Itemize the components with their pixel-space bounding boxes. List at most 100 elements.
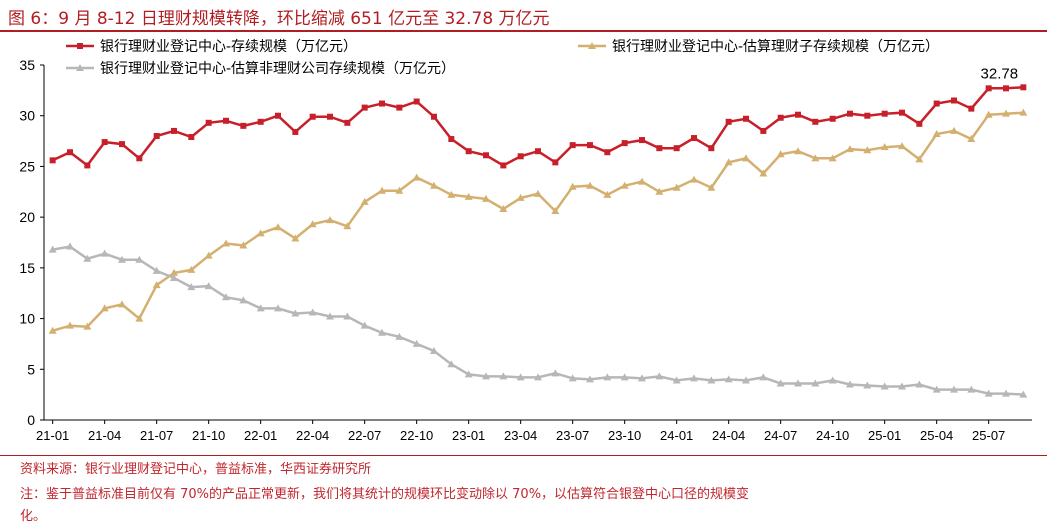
data-point-series-1 (49, 157, 56, 164)
data-point-series-2 (430, 181, 438, 189)
y-tick-label: 20 (19, 209, 35, 225)
data-point-series-1 (552, 159, 559, 166)
data-point-series-1 (725, 118, 732, 125)
y-tick-label: 30 (19, 108, 35, 124)
data-point-series-1 (84, 162, 91, 169)
data-point-series-3 (846, 380, 854, 388)
x-tick-label: 21-04 (88, 428, 121, 443)
x-tick-label: 25-07 (972, 428, 1005, 443)
data-point-series-1 (673, 145, 680, 152)
data-point-series-1 (361, 104, 368, 111)
data-point-series-2 (915, 155, 924, 163)
legend-label: 银行理财业登记中心-估算理财子存续规模（万亿元） (612, 38, 939, 55)
data-point-series-2 (638, 177, 646, 185)
data-point-series-2 (447, 190, 456, 198)
data-point-series-2 (603, 190, 612, 198)
data-point-series-2 (932, 129, 941, 137)
x-tick-label: 24-10 (816, 428, 849, 443)
data-point-series-3 (100, 249, 109, 257)
data-point-series-3 (187, 283, 196, 291)
data-point-series-3 (256, 304, 265, 312)
y-tick-label: 25 (19, 158, 35, 174)
source-text: 资料来源：银行业理财登记中心，普益标准，华西证券研究所 (20, 462, 372, 477)
data-point-series-2 (707, 183, 716, 191)
legend-label: 银行理财业登记中心-存续规模（万亿元） (100, 38, 357, 55)
data-point-series-2 (655, 187, 664, 195)
data-point-series-1 (240, 122, 247, 129)
data-point-series-2 (170, 268, 178, 276)
data-point-series-1 (777, 114, 784, 121)
data-point-series-2 (880, 143, 889, 151)
data-point-series-2 (152, 281, 161, 289)
data-point-series-3 (343, 312, 352, 320)
data-point-series-1 (500, 162, 507, 169)
series-line-2 (52, 111, 1024, 332)
data-point-series-3 (967, 385, 976, 393)
data-point-series-3 (551, 369, 560, 377)
data-point-series-3 (794, 379, 802, 387)
chart-title: 图 6：9 月 8-12 日理财规模转降，环比缩减 651 亿元至 32.78 … (8, 9, 550, 29)
data-point-series-3 (499, 372, 508, 380)
data-point-series-3 (672, 376, 681, 384)
data-point-series-3 (1002, 389, 1010, 397)
x-tick-label: 22-01 (244, 428, 277, 443)
data-point-series-1 (864, 112, 871, 119)
data-point-series-2 (898, 142, 906, 150)
data-point-series-1 (621, 140, 628, 147)
data-point-series-3 (950, 385, 958, 393)
x-tick-label: 22-07 (348, 428, 381, 443)
data-point-series-2 (984, 110, 993, 118)
data-point-series-2 (1002, 109, 1010, 117)
data-point-series-2 (846, 145, 854, 153)
data-point-series-2 (204, 251, 213, 259)
data-point-series-2 (378, 186, 386, 194)
data-point-series-2 (66, 321, 74, 329)
x-tick-label: 21-07 (140, 428, 173, 443)
data-point-series-3 (586, 375, 594, 383)
data-point-series-3 (412, 339, 421, 347)
data-point-series-1 (119, 141, 125, 148)
data-point-series-2 (551, 207, 560, 215)
data-point-series-2 (343, 222, 352, 230)
data-point-series-3 (170, 274, 178, 281)
data-point-series-3 (291, 309, 300, 317)
data-point-series-2 (239, 241, 248, 249)
data-point-series-2 (118, 300, 126, 308)
value-annotation: 32.78 (981, 65, 1019, 82)
x-tick-label: 25-04 (920, 428, 953, 443)
data-point-series-1 (916, 120, 923, 127)
data-point-series-3 (118, 255, 126, 263)
data-point-series-1 (483, 152, 489, 159)
data-point-series-3 (326, 312, 334, 320)
x-tick-label: 23-07 (556, 428, 589, 443)
data-point-series-2 (395, 186, 404, 194)
data-point-series-3 (915, 380, 924, 388)
data-point-series-1 (968, 105, 975, 112)
data-point-series-3 (308, 308, 317, 316)
data-point-series-3 (742, 376, 750, 384)
data-point-series-2 (256, 229, 265, 237)
data-point-series-1 (691, 135, 697, 142)
x-tick-label: 21-10 (192, 428, 225, 443)
data-point-series-3 (395, 332, 404, 340)
data-point-series-1 (136, 155, 143, 162)
data-point-series-1 (275, 112, 281, 119)
data-point-series-3 (828, 376, 837, 384)
legend-marker (76, 64, 84, 71)
data-point-series-3 (360, 321, 369, 329)
data-point-series-3 (447, 360, 456, 368)
legend-item-1: 银行理财业登记中心-存续规模（万亿元） (66, 38, 357, 55)
data-point-series-1 (292, 128, 299, 135)
data-point-series-2 (620, 181, 629, 189)
y-tick-label: 0 (27, 412, 35, 428)
data-point-series-3 (655, 372, 664, 380)
data-point-series-1 (67, 149, 73, 156)
data-point-series-2 (759, 169, 768, 177)
data-point-series-1 (448, 136, 455, 143)
data-point-series-2 (291, 234, 300, 242)
data-point-series-3 (516, 373, 525, 381)
data-point-series-1 (344, 119, 351, 126)
data-point-series-2 (690, 175, 698, 183)
y-tick-label: 15 (19, 260, 35, 276)
data-point-series-3 (222, 293, 230, 301)
